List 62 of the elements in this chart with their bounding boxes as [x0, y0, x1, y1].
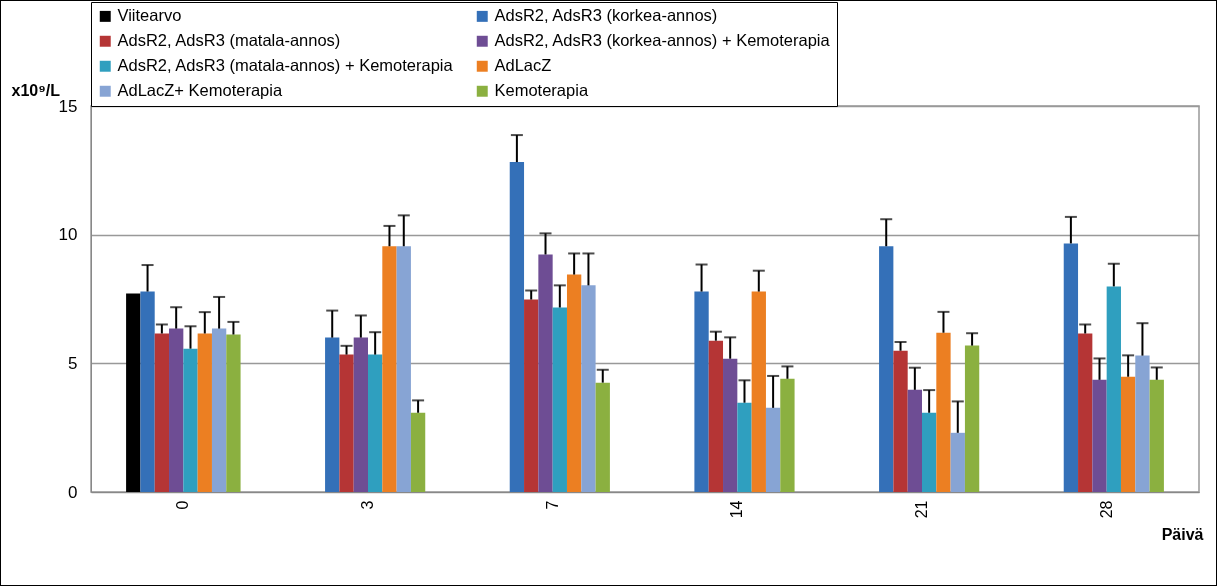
bar: [211, 328, 227, 492]
bar: [950, 432, 965, 492]
bar: [907, 389, 922, 492]
legend-label: AdLacZ: [494, 56, 552, 75]
bar: [893, 350, 908, 492]
x-tick-label: 14: [728, 500, 746, 519]
bar: [538, 254, 553, 492]
legend-label: AdsR2, AdsR3 (korkea-annos): [494, 6, 718, 25]
x-axis-title: Päivä: [1161, 525, 1204, 543]
bar: [524, 299, 539, 492]
y-tick-label: 15: [58, 96, 78, 116]
bar: [723, 358, 738, 492]
legend-label: AdsR2, AdsR3 (korkea-annos) + Kemoterapia: [494, 31, 831, 50]
bar: [694, 291, 709, 492]
bar: [922, 412, 937, 492]
bar: [1106, 286, 1121, 492]
bar: [1149, 379, 1164, 492]
bar: [595, 382, 610, 492]
bar: [169, 328, 184, 492]
legend-label: Viitearvo: [117, 6, 182, 25]
bar: [126, 293, 141, 492]
bar: [382, 246, 397, 492]
x-tick-label: 7: [543, 500, 561, 510]
bar: [226, 334, 241, 492]
x-tick-label: 3: [359, 500, 376, 510]
x-tick-label: 28: [1097, 500, 1115, 519]
bar: [964, 345, 980, 492]
x-tick-label: 0: [174, 500, 192, 510]
bar: [410, 412, 426, 492]
bar: [339, 354, 354, 492]
bar: [509, 162, 525, 492]
bar: [1135, 355, 1150, 492]
bar: [581, 285, 596, 492]
legend-label: AdLacZ+ Kemoterapia: [117, 81, 283, 100]
legend-label: AdsR2, AdsR3 (matala-annos): [117, 31, 341, 50]
bar: [396, 246, 411, 492]
bar: [708, 340, 724, 492]
y-tick-label: 10: [58, 225, 78, 245]
bar: [1120, 376, 1136, 492]
bar: [140, 291, 155, 492]
bar: [183, 348, 198, 492]
bar: [197, 333, 212, 492]
bar: [368, 354, 383, 492]
bar: [879, 246, 894, 492]
bar: [552, 307, 567, 492]
legend-label: AdsR2, AdsR3 (matala-annos) + Kemoterapia: [117, 56, 454, 75]
bar: [1092, 379, 1107, 492]
bar: [936, 332, 951, 492]
bar: [154, 333, 170, 492]
bar: [1063, 243, 1079, 492]
y-axis-title: x10⁹/L: [11, 81, 61, 99]
bar: [765, 407, 781, 492]
bar: [1078, 333, 1093, 492]
bar: [737, 402, 752, 492]
bar: [325, 337, 340, 492]
bar: [353, 337, 368, 492]
bar: [780, 378, 795, 492]
legend-label: Kemoterapia: [494, 81, 589, 100]
y-tick-label: 5: [68, 353, 78, 373]
x-tick-label: 21: [913, 500, 930, 519]
bar: [751, 291, 766, 492]
bar: [566, 274, 582, 492]
